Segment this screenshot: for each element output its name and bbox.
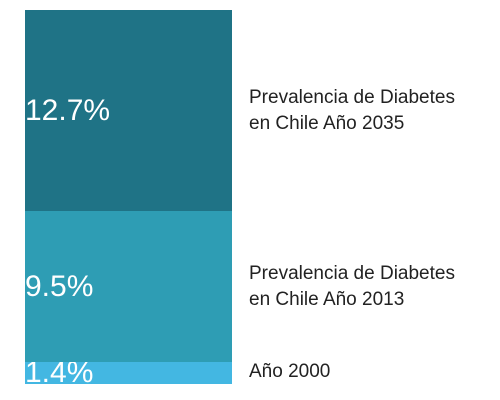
segment-category-label: Prevalencia de Diabetes en Chile Año 2035 bbox=[249, 85, 455, 137]
segment-category-label-line: Prevalencia de Diabetes bbox=[249, 85, 455, 111]
segment-category-label-line: en Chile Año 2035 bbox=[249, 111, 455, 137]
segment-category-label: Prevalencia de Diabetes en Chile Año 2013 bbox=[249, 261, 455, 313]
segment-value-label: 9.5% bbox=[25, 272, 93, 302]
segment-category-label-line: Año 2000 bbox=[249, 359, 330, 385]
segment-value-label: 1.4% bbox=[25, 358, 93, 388]
segment-category-label: Año 2000 bbox=[249, 359, 330, 385]
segment-value-label: 12.7% bbox=[25, 96, 110, 126]
segment-category-label-line: Prevalencia de Diabetes bbox=[249, 261, 455, 287]
segment-category-label-line: en Chile Año 2013 bbox=[249, 287, 455, 313]
